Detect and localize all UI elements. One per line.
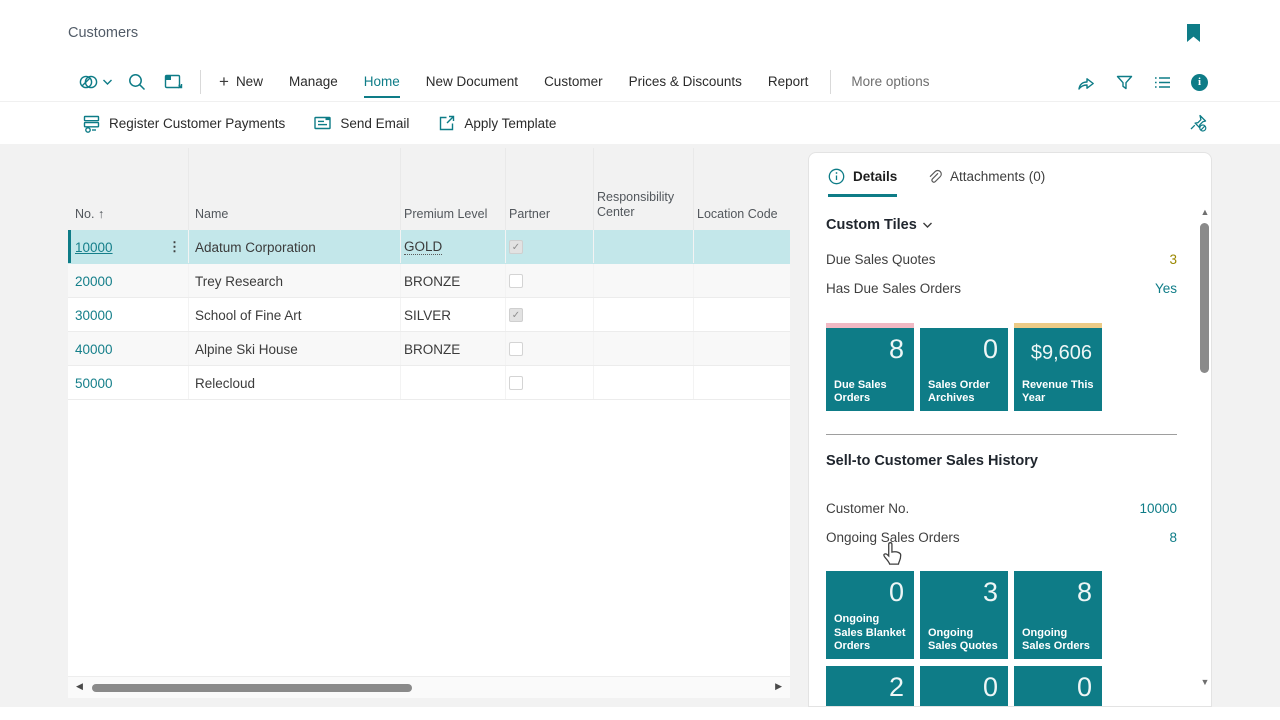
col-partner[interactable]: Partner xyxy=(509,207,550,221)
customer-no-link[interactable]: 10000 xyxy=(75,240,113,255)
scroll-up-icon[interactable]: ▲ xyxy=(1198,207,1212,217)
info-icon[interactable]: i xyxy=(1191,74,1208,91)
customer-list: 10000 ⋮ Adatum Corporation GOLD ✓ 20000 … xyxy=(68,230,790,698)
sort-asc-icon: ↑ xyxy=(98,207,104,221)
filter-icon[interactable] xyxy=(1115,73,1134,92)
customer-name: Adatum Corporation xyxy=(195,230,316,264)
premium-level-value: SILVER xyxy=(404,308,451,323)
tile-sales-order-archives[interactable]: 0 Sales Order Archives xyxy=(920,328,1008,411)
col-no[interactable]: No. ↑ xyxy=(75,207,104,221)
col-premium-level[interactable]: Premium Level xyxy=(404,207,487,221)
scrollbar-thumb[interactable] xyxy=(92,684,412,692)
customer-no-link[interactable]: 30000 xyxy=(75,308,113,323)
page-title: Customers xyxy=(68,25,138,41)
email-icon xyxy=(313,115,332,131)
tile-due-sales-orders[interactable]: 8 Due Sales Orders xyxy=(826,328,914,411)
apply-template-button[interactable]: Apply Template xyxy=(437,114,556,133)
menu-customer[interactable]: Customer xyxy=(544,74,603,89)
table-row[interactable]: 30000 School of Fine Art SILVER ✓ xyxy=(68,298,790,332)
register-customer-payments-button[interactable]: Register Customer Payments xyxy=(82,114,285,133)
customer-no-link[interactable]: 50000 xyxy=(75,376,113,391)
section-sales-history: Sell-to Customer Sales History xyxy=(826,453,1038,469)
has-due-sales-orders-value[interactable]: Yes xyxy=(1155,281,1177,296)
table-row[interactable]: 10000 ⋮ Adatum Corporation GOLD ✓ xyxy=(68,230,790,264)
scroll-left-icon[interactable]: ◀ xyxy=(76,681,83,692)
unpin-icon[interactable] xyxy=(1188,113,1208,133)
partner-checkbox[interactable] xyxy=(509,274,523,288)
tile-partial-2[interactable]: 0 xyxy=(920,666,1008,707)
col-name[interactable]: Name xyxy=(195,207,228,221)
chevron-down-icon xyxy=(102,78,113,86)
plus-icon: + xyxy=(219,73,229,90)
payments-icon xyxy=(82,114,101,133)
table-row[interactable]: 40000 Alpine Ski House BRONZE xyxy=(68,332,790,366)
customer-name: Alpine Ski House xyxy=(195,332,298,366)
action-bar: + New Manage Home New Document Customer … xyxy=(0,62,1280,102)
grid-header: No. ↑ Name Premium Level Partner Respons… xyxy=(68,144,790,230)
more-options-button[interactable]: More options xyxy=(851,74,929,89)
menu-new-document[interactable]: New Document xyxy=(426,74,518,89)
menu-prices-discounts[interactable]: Prices & Discounts xyxy=(629,74,742,89)
customer-name: Trey Research xyxy=(195,264,283,298)
scroll-right-icon[interactable]: ▶ xyxy=(775,681,782,692)
partner-checkbox[interactable]: ✓ xyxy=(509,308,523,322)
ongoing-sales-orders-value[interactable]: 8 xyxy=(1169,530,1177,545)
customer-name: Relecloud xyxy=(195,366,255,400)
tile-revenue-this-year[interactable]: $9,606 Revenue This Year xyxy=(1014,328,1102,411)
partner-checkbox[interactable]: ✓ xyxy=(509,240,523,254)
field-has-due-sales-orders: Has Due Sales Orders Yes xyxy=(826,281,1177,296)
customer-no-link[interactable]: 20000 xyxy=(75,274,113,289)
tile-partial-1[interactable]: 2 xyxy=(826,666,914,707)
partner-checkbox[interactable] xyxy=(509,376,523,390)
customer-name: School of Fine Art xyxy=(195,298,302,332)
horizontal-scrollbar[interactable]: ◀ ▶ xyxy=(68,676,790,698)
partner-checkbox[interactable] xyxy=(509,342,523,356)
table-row[interactable]: 20000 Trey Research BRONZE xyxy=(68,264,790,298)
list-view-icon[interactable] xyxy=(1153,73,1172,92)
chevron-down-icon xyxy=(922,221,933,229)
section-custom-tiles[interactable]: Custom Tiles xyxy=(826,217,933,233)
customer-no-value[interactable]: 10000 xyxy=(1139,501,1177,516)
field-due-sales-quotes: Due Sales Quotes 3 xyxy=(826,252,1177,267)
send-email-button[interactable]: Send Email xyxy=(313,115,409,131)
tile-ongoing-sales-orders[interactable]: 8 Ongoing Sales Orders xyxy=(1014,571,1102,659)
paperclip-icon xyxy=(926,168,942,184)
info-circle-icon xyxy=(828,168,845,185)
template-icon xyxy=(437,114,456,133)
bookmark-icon[interactable] xyxy=(1187,24,1200,42)
scroll-down-icon[interactable]: ▼ xyxy=(1198,677,1212,687)
content-area: No. ↑ Name Premium Level Partner Respons… xyxy=(0,144,1280,707)
menu-report[interactable]: Report xyxy=(768,74,809,89)
share-icon[interactable] xyxy=(1076,73,1096,92)
scrollbar-thumb[interactable] xyxy=(1200,223,1209,373)
top-bar: Customers xyxy=(0,0,1280,62)
col-location-code[interactable]: Location Code xyxy=(697,207,778,221)
tile-ongoing-sales-quotes[interactable]: 3 Ongoing Sales Quotes xyxy=(920,571,1008,659)
tab-home[interactable]: Home xyxy=(364,74,400,89)
tab-details[interactable]: Details xyxy=(828,168,897,185)
due-sales-quotes-value[interactable]: 3 xyxy=(1169,252,1177,267)
search-icon[interactable] xyxy=(127,72,147,92)
field-customer-no: Customer No. 10000 xyxy=(826,501,1177,516)
table-row[interactable]: 50000 Relecloud xyxy=(68,366,790,400)
tile-ongoing-blanket-orders[interactable]: 0 Ongoing Sales Blanket Orders xyxy=(826,571,914,659)
menu-manage[interactable]: Manage xyxy=(289,74,338,89)
views-icon[interactable] xyxy=(78,72,113,92)
premium-level-value: BRONZE xyxy=(404,274,460,289)
tab-attachments[interactable]: Attachments (0) xyxy=(926,168,1045,184)
section-divider xyxy=(826,434,1177,435)
analyze-icon[interactable] xyxy=(163,72,184,92)
premium-level-value[interactable]: GOLD xyxy=(404,239,442,255)
field-ongoing-sales-orders: Ongoing Sales Orders 8 xyxy=(826,530,1177,545)
tile-partial-3[interactable]: 0 xyxy=(1014,666,1102,707)
details-factbox: Details Attachments (0) Custom Tiles Due… xyxy=(808,152,1212,707)
new-button[interactable]: + New xyxy=(219,73,263,90)
row-menu-icon[interactable]: ⋮ xyxy=(168,230,181,264)
col-responsibility-center[interactable]: Responsibility Center xyxy=(597,190,679,221)
premium-level-value: BRONZE xyxy=(404,342,460,357)
quick-action-bar: Register Customer Payments Send Email Ap… xyxy=(0,102,1280,144)
customer-no-link[interactable]: 40000 xyxy=(75,342,113,357)
